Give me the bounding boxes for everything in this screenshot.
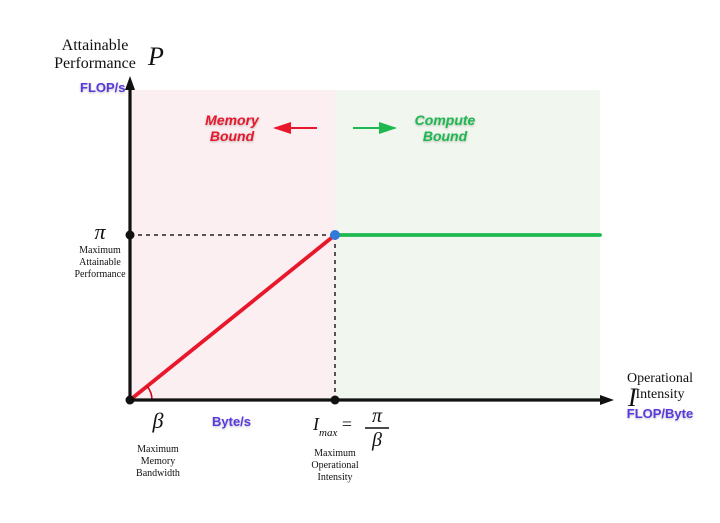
x-title-1: Operational xyxy=(627,371,693,386)
beta-label-2: Memory xyxy=(141,456,175,467)
x-title-2: Intensity xyxy=(636,387,685,402)
flops-unit: FLOP/s xyxy=(80,80,126,95)
y-axis-arrow xyxy=(125,76,135,90)
frac-bot: β xyxy=(371,429,382,451)
y-title-1: Attainable xyxy=(62,37,129,54)
compute-bound-2: Bound xyxy=(423,128,468,144)
imax-eq: Imax = xyxy=(312,414,352,439)
pi-label-2: Attainable xyxy=(79,257,121,268)
pi-label-3: Performance xyxy=(74,269,126,280)
beta-label-1: Maximum xyxy=(137,444,179,455)
flopbyte-unit: FLOP/Byte xyxy=(627,406,693,421)
compute-bound-1: Compute xyxy=(415,112,476,128)
roofline-chart: AttainablePerformancePFLOP/sMemoryBoundC… xyxy=(0,0,720,523)
beta-label-3: Bandwidth xyxy=(136,468,180,479)
knee-dot xyxy=(330,230,340,240)
origin-dot xyxy=(126,396,135,405)
imax-label-1: Maximum xyxy=(314,448,356,459)
bytes-unit: Byte/s xyxy=(212,414,251,429)
memory-bound-1: Memory xyxy=(205,112,260,128)
i0-dot xyxy=(331,396,340,405)
pi-label-1: Maximum xyxy=(79,245,121,256)
compute-bound-region xyxy=(335,90,600,400)
y-title-2: Performance xyxy=(54,55,136,72)
imax-label-3: Intensity xyxy=(318,472,353,483)
y-title-sym: P xyxy=(147,42,164,71)
imax-label-2: Operational xyxy=(311,460,358,471)
frac-top: π xyxy=(372,405,383,427)
x-axis-arrow xyxy=(600,395,614,405)
pi-symbol: π xyxy=(94,219,106,244)
beta-symbol: β xyxy=(152,408,164,433)
memory-bound-2: Bound xyxy=(210,128,255,144)
pi-dot xyxy=(126,231,135,240)
